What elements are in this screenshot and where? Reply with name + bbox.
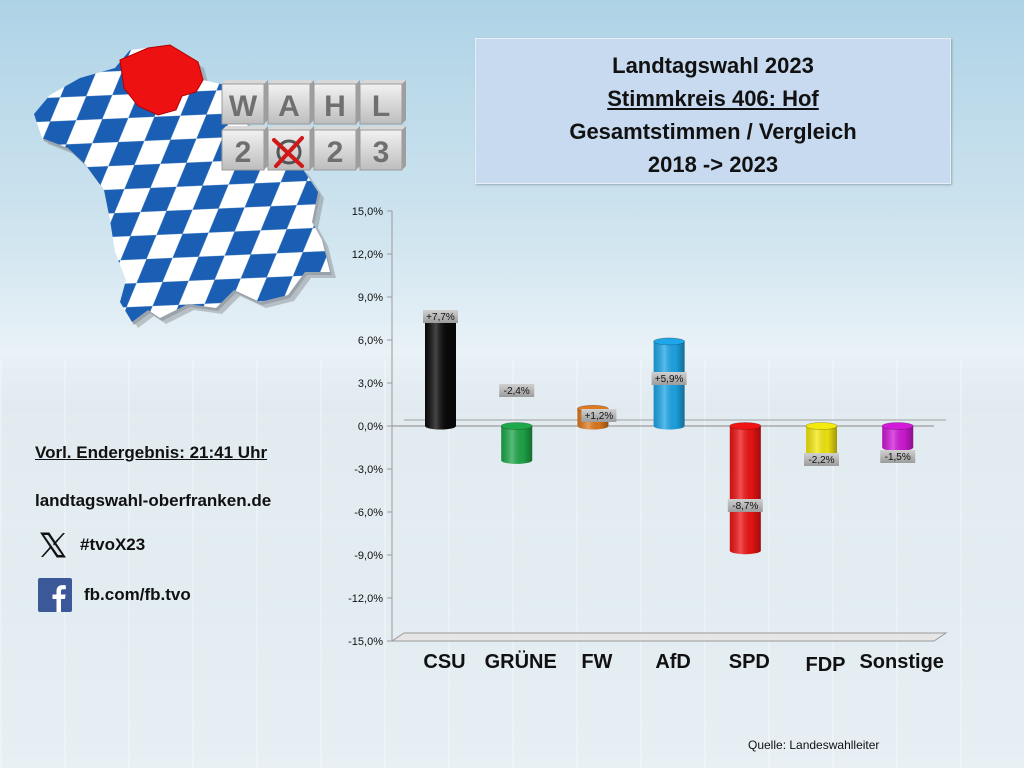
data-label: +7,7% [426,312,455,323]
source-label: Quelle: Landeswahlleiter [748,738,880,752]
data-label-bg [804,453,839,466]
bar-top-cap [653,337,685,346]
wahl-2023-logo: W A H L2 2 3 [221,80,406,171]
ballot-circle-icon [276,139,302,165]
category-label: Sonstige [859,651,943,673]
data-label: -1,5% [885,452,911,463]
category-label: GRÜNE [485,650,557,673]
logo-letter: 2 [327,136,344,169]
chart-floor [390,632,948,642]
bar-csu [424,311,457,430]
data-label-bg [651,372,687,385]
logo-letter: L [372,90,390,123]
result-time-label: Vorl. Endergebnis: 21:41 Uhr [35,443,268,462]
x-social-row[interactable]: #tvoX23 [38,530,145,560]
data-label: -2,2% [808,455,834,466]
facebook-url: fb.com/fb.tvo [84,585,191,604]
bar-grüne [500,422,533,464]
logo-cube [359,83,403,125]
bar-sonstige [881,422,914,451]
x-handle: #tvoX23 [80,535,146,554]
bar-top-cap [729,422,762,430]
logo-letter: 3 [373,136,390,169]
facebook-row[interactable]: fb.com/fb.tvo [38,578,191,612]
data-label: +5,9% [655,374,684,385]
y-tick-label: 3,0% [358,378,383,390]
data-label-bg [727,499,763,512]
title-line-1: Landtagswahl 2023 [612,53,814,78]
y-tick-label: 0,0% [358,421,383,433]
bar-top-cap [881,422,914,430]
title-line-2: Stimmkreis 406: Hof [607,86,819,111]
facebook-logo-icon [38,578,72,612]
logo-letter: 2 [235,136,252,169]
logo-letter: H [324,90,346,123]
category-label: CSU [423,651,465,673]
data-label-bg [880,450,916,463]
data-label: +1,2% [585,411,614,422]
y-tick-label: 9,0% [358,292,383,304]
logo-letter: W [229,90,258,123]
data-label-bg [581,409,617,422]
category-label: AfD [655,651,691,673]
website-link[interactable]: landtagswahl-oberfranken.de [35,491,272,510]
data-label: -2,4% [504,386,530,397]
data-label: -8,7% [732,501,758,512]
bar-top-cap [500,422,533,430]
y-tick-label: -3,0% [354,464,383,476]
logo-cube [267,83,311,125]
data-label-bg [499,384,535,397]
title-box: Landtagswahl 2023 Stimmkreis 406: Hof Ge… [475,38,951,184]
y-tick-label: 12,0% [352,249,383,261]
y-tick-label: -6,0% [354,507,383,519]
bar-spd [729,422,762,555]
y-tick-label: 15,0% [352,206,383,218]
y-tick-label: 6,0% [358,335,383,347]
title-line-3: Gesamtstimmen / Vergleich [569,119,857,144]
data-label-bg [423,310,458,323]
logo-letter: A [278,90,300,123]
title-line-4: 2018 -> 2023 [647,152,779,177]
bar-top-cap [805,422,838,430]
y-tick-label: -15,0% [348,636,383,648]
logo-cube [359,129,403,171]
y-tick-label: -9,0% [354,550,383,562]
category-label: FDP [806,654,846,676]
y-tick-label: -12,0% [348,593,383,605]
category-label: SPD [729,651,770,673]
category-label: FW [581,651,612,673]
x-logo-icon [40,532,66,558]
